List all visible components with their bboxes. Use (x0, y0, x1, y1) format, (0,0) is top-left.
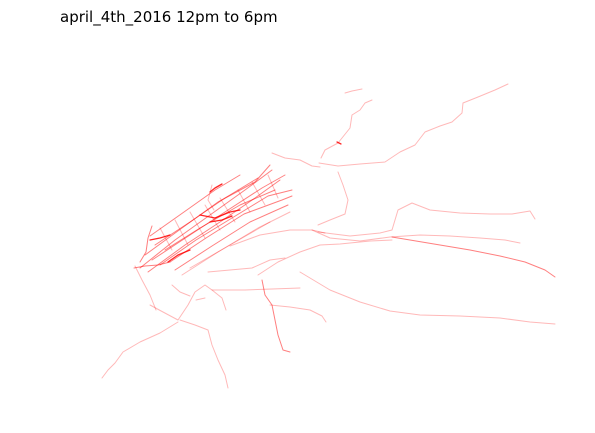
trip-trace (139, 169, 273, 269)
trip-trace (144, 164, 271, 256)
trip-trace (133, 261, 171, 269)
trip-trace (344, 88, 363, 94)
trip-trace (257, 239, 393, 276)
trip-trace (179, 319, 229, 389)
trip-trace (207, 184, 215, 211)
trip-trace (181, 211, 291, 276)
trip-trace (317, 202, 536, 237)
trip-trace (167, 249, 191, 263)
trip-trace (174, 219, 189, 246)
trip-trace (317, 171, 349, 226)
trip-trace (147, 179, 281, 273)
trip-trace (101, 321, 179, 379)
trip-trace (169, 195, 293, 263)
trip-trace (159, 227, 173, 251)
trip-trace (189, 211, 206, 239)
trip-trace (229, 229, 326, 247)
trip-trace (149, 234, 171, 241)
trip-trace (195, 297, 206, 301)
trip-trace (199, 209, 241, 219)
trip-trace (149, 174, 241, 237)
trip-trace (149, 284, 227, 321)
trip-trace (171, 284, 191, 297)
trip-trace (151, 174, 286, 261)
trip-trace (134, 265, 157, 311)
trip-trace (299, 271, 556, 325)
trip-trace (209, 215, 233, 223)
trip-trace (269, 304, 327, 323)
trip-trace (174, 204, 289, 271)
trip-trace (209, 183, 223, 193)
trip-trace (336, 141, 342, 145)
trip-trace (267, 174, 279, 199)
trip-trace (237, 189, 251, 213)
trip-trace-layer (101, 83, 556, 389)
trip-trace (219, 197, 236, 223)
trip-trace (261, 279, 291, 353)
trip-trace (320, 99, 373, 159)
trip-trace (318, 83, 509, 167)
trip-trace (271, 152, 321, 168)
trip-trace (189, 221, 271, 269)
trip-trace (211, 287, 301, 291)
trip-trace (159, 189, 293, 266)
trip-trace (391, 236, 556, 278)
trip-trace (207, 257, 286, 273)
dense-core-traces (139, 164, 293, 276)
trip-trace (311, 229, 521, 244)
trip-trace (139, 225, 153, 263)
trip-trace (154, 177, 259, 246)
trip-trace (251, 181, 266, 206)
map-title: april_4th_2016 12pm to 6pm (60, 8, 278, 26)
